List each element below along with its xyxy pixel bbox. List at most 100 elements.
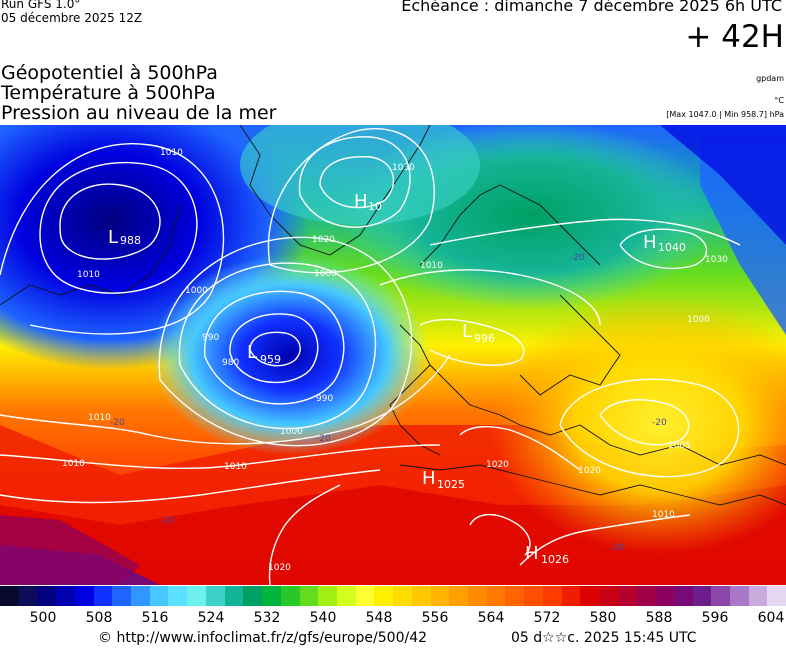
pressure-center-6: H 1025 — [422, 468, 465, 491]
isobar-label: 1020 — [578, 466, 601, 476]
color-scale-tick-label: 596 — [701, 610, 729, 626]
color-scale-swatch — [0, 586, 19, 606]
color-scale-swatch — [74, 586, 94, 606]
isobar-label: 1020 — [268, 563, 291, 573]
pressure-center-4: L 996 — [462, 321, 495, 345]
color-scale-bar — [0, 586, 786, 606]
color-scale-swatch — [131, 586, 150, 606]
pressure-center-2: H 10 — [354, 191, 382, 213]
color-scale-swatch — [505, 586, 525, 606]
color-scale-tick-label: 604 — [757, 610, 785, 626]
pressure-center-7-value: 1026 — [541, 553, 569, 566]
isobar-label: 1030 — [392, 163, 415, 173]
lead-time: + 42H — [685, 19, 784, 55]
color-scale-swatch — [486, 586, 506, 606]
color-scale-tick-label: 556 — [421, 610, 449, 626]
isobar-label: 1000 — [185, 286, 208, 296]
color-scale-swatch — [336, 586, 356, 606]
color-scale-swatch — [767, 586, 786, 606]
weather-map: L 988 H 10 L 959 L 996 H 1040 H 1025 H 1… — [0, 125, 786, 585]
color-scale-swatch — [673, 586, 693, 606]
pressure-center-3-value: 959 — [260, 353, 281, 366]
color-scale-swatch — [168, 586, 188, 606]
color-scale-swatch — [205, 586, 225, 606]
isobar-label: 1010 — [224, 462, 247, 472]
pressure-center-2-value: 10 — [368, 200, 382, 213]
isobar-label: 1030 — [705, 255, 728, 265]
color-scale-swatch — [730, 586, 749, 606]
color-scale-swatch — [542, 586, 562, 606]
color-scale-swatch — [93, 586, 113, 606]
pressure-center-1-value: 988 — [120, 234, 141, 247]
color-scale-swatch — [580, 586, 599, 606]
color-scale-swatch — [262, 586, 281, 606]
isobar-label: 1005 — [668, 441, 691, 451]
pressure-center-3-type: L — [247, 342, 257, 363]
title-geopotential: Géopotentiel à 500hPa — [1, 62, 218, 84]
run-date: 05 décembre 2025 12Z — [1, 11, 143, 25]
color-scale-swatch — [524, 586, 543, 606]
color-scale-swatch — [374, 586, 394, 606]
temperature-label: -20 — [110, 418, 125, 428]
isobar-label: 1020 — [486, 460, 509, 470]
color-scale-swatch — [243, 586, 263, 606]
color-scale-swatch — [112, 586, 132, 606]
temperature-label: -20 — [610, 543, 625, 553]
temperature-label: -20 — [570, 253, 585, 263]
isobar-label: 990 — [316, 394, 333, 404]
unit-pressure-range: [Max 1047.0 | Min 958.7] hPa — [666, 110, 784, 119]
color-scale-tick-label: 500 — [29, 610, 57, 626]
color-scale-swatch — [561, 586, 581, 606]
color-scale-swatch — [711, 586, 731, 606]
color-scale-tick-label: 580 — [589, 610, 617, 626]
color-scale-swatch — [393, 586, 412, 606]
color-scale-tick-label: 532 — [253, 610, 281, 626]
color-scale-swatch — [411, 586, 431, 606]
color-scale-swatch — [692, 586, 712, 606]
color-scale-tick-label: 524 — [197, 610, 225, 626]
pressure-center-7: H 1026 — [525, 543, 569, 566]
run-label: Run GFS 1.0° — [1, 0, 81, 11]
isobar-label: 1010 — [77, 270, 100, 280]
isobar-label: 1010 — [88, 413, 111, 423]
color-scale-tick-label: 516 — [141, 610, 169, 626]
color-scale-tick-label: 508 — [85, 610, 113, 626]
isobar-label: 980 — [222, 358, 239, 368]
pressure-center-5: H 1040 — [643, 232, 686, 254]
color-scale-swatch — [655, 586, 674, 606]
color-scale-swatch — [187, 586, 206, 606]
color-scale-tick-label: 588 — [645, 610, 673, 626]
color-scale-swatch — [280, 586, 300, 606]
color-scale-tick-label: 540 — [309, 610, 337, 626]
unit-temperature: °C — [774, 96, 784, 105]
color-scale-tick-label: 572 — [533, 610, 561, 626]
color-scale-swatch — [617, 586, 637, 606]
temperature-label: -20 — [652, 418, 667, 428]
isobar-label: 1010 — [160, 148, 183, 158]
isobar-label: 1010 — [62, 459, 85, 469]
color-scale-swatch — [430, 586, 450, 606]
color-scale-tick-label: 564 — [477, 610, 505, 626]
unit-geopotential: gpdam — [756, 74, 784, 83]
isobar-label: 990 — [202, 333, 219, 343]
color-scale-swatch — [224, 586, 244, 606]
source-credit: © http://www.infoclimat.fr/z/gfs/europe/… — [98, 630, 428, 646]
color-scale-swatch — [318, 586, 337, 606]
color-scale-swatch — [467, 586, 487, 606]
temperature-label: -20 — [316, 434, 331, 444]
pressure-center-4-type: L — [462, 321, 472, 342]
pressure-center-4-value: 996 — [474, 332, 495, 345]
pressure-center-6-type: H — [422, 468, 436, 489]
color-scale-swatch — [18, 586, 38, 606]
generation-timestamp: 05 d☆☆c. 2025 15:45 UTC — [511, 630, 697, 646]
color-scale-swatch — [149, 586, 169, 606]
pressure-center-6-value: 1025 — [437, 478, 465, 491]
color-scale-swatch — [299, 586, 319, 606]
pressure-center-7-type: H — [525, 543, 539, 564]
pressure-center-1-type: L — [108, 227, 118, 248]
color-scale-swatch — [56, 586, 75, 606]
color-scale-swatch — [37, 586, 57, 606]
color-scale-swatch — [599, 586, 618, 606]
isobar-label: 1000 — [314, 269, 337, 279]
forecast-validity: Echéance : dimanche 7 décembre 2025 6h U… — [401, 0, 782, 15]
